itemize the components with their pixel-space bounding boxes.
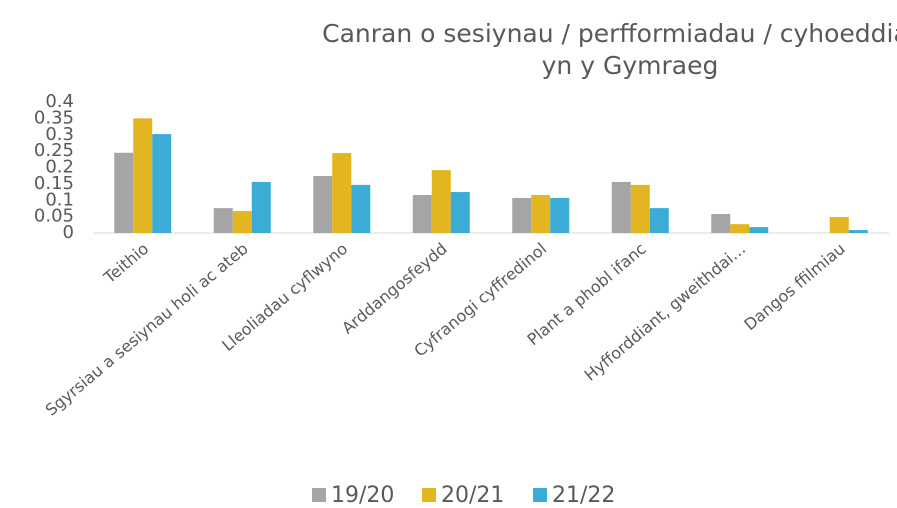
legend-label: 21/22: [552, 483, 615, 508]
bar: [351, 184, 371, 233]
legend-swatch: [312, 488, 326, 502]
y-tick-label: 0.25: [34, 140, 74, 161]
bar: [848, 230, 868, 233]
legend-swatch: [533, 488, 547, 502]
y-tick-label: 0: [63, 222, 74, 243]
bar: [450, 192, 470, 233]
x-tick-label: Hyfforddiant, gweithdai…: [581, 239, 750, 385]
chart-title: yn y Gymraeg: [542, 51, 719, 80]
legend-swatch: [422, 488, 436, 502]
x-tick-label: Teithio: [99, 239, 152, 288]
y-tick-label: 0.35: [34, 107, 74, 128]
bar: [512, 197, 532, 233]
bar: [213, 208, 233, 233]
bar: [114, 152, 134, 233]
bar: [412, 195, 432, 233]
bar: [431, 170, 451, 233]
bar: [531, 195, 551, 233]
bar: [313, 176, 333, 233]
bar: [251, 181, 271, 233]
x-tick-label: Arddangosfeydd: [338, 239, 451, 338]
bar: [332, 153, 352, 233]
bar: [711, 214, 731, 233]
bar: [152, 134, 172, 233]
y-tick-label: 0.15: [34, 173, 74, 194]
legend-label: 19/20: [331, 483, 394, 508]
bar: [730, 224, 750, 233]
x-tick-label: Sgyrsiau a sesiynau holi ac ateb: [42, 239, 252, 420]
y-tick-label: 0.1: [45, 189, 74, 210]
y-tick-label: 0.05: [34, 206, 74, 227]
legend-label: 20/21: [441, 483, 504, 508]
bar: [829, 216, 849, 233]
bar: [630, 184, 650, 233]
bar: [649, 208, 669, 233]
bar: [232, 211, 252, 233]
bar: [611, 181, 631, 233]
chart-title: Canran o sesiynau / perfformiadau / cyho…: [322, 19, 897, 48]
y-tick-label: 0.4: [45, 91, 74, 112]
x-tick-label: Dangos ffilmiau: [740, 239, 848, 334]
bar: [749, 227, 769, 233]
y-tick-label: 0.2: [45, 157, 74, 178]
y-tick-label: 0.3: [45, 124, 74, 145]
bar: [550, 197, 570, 233]
bar: [133, 118, 153, 233]
